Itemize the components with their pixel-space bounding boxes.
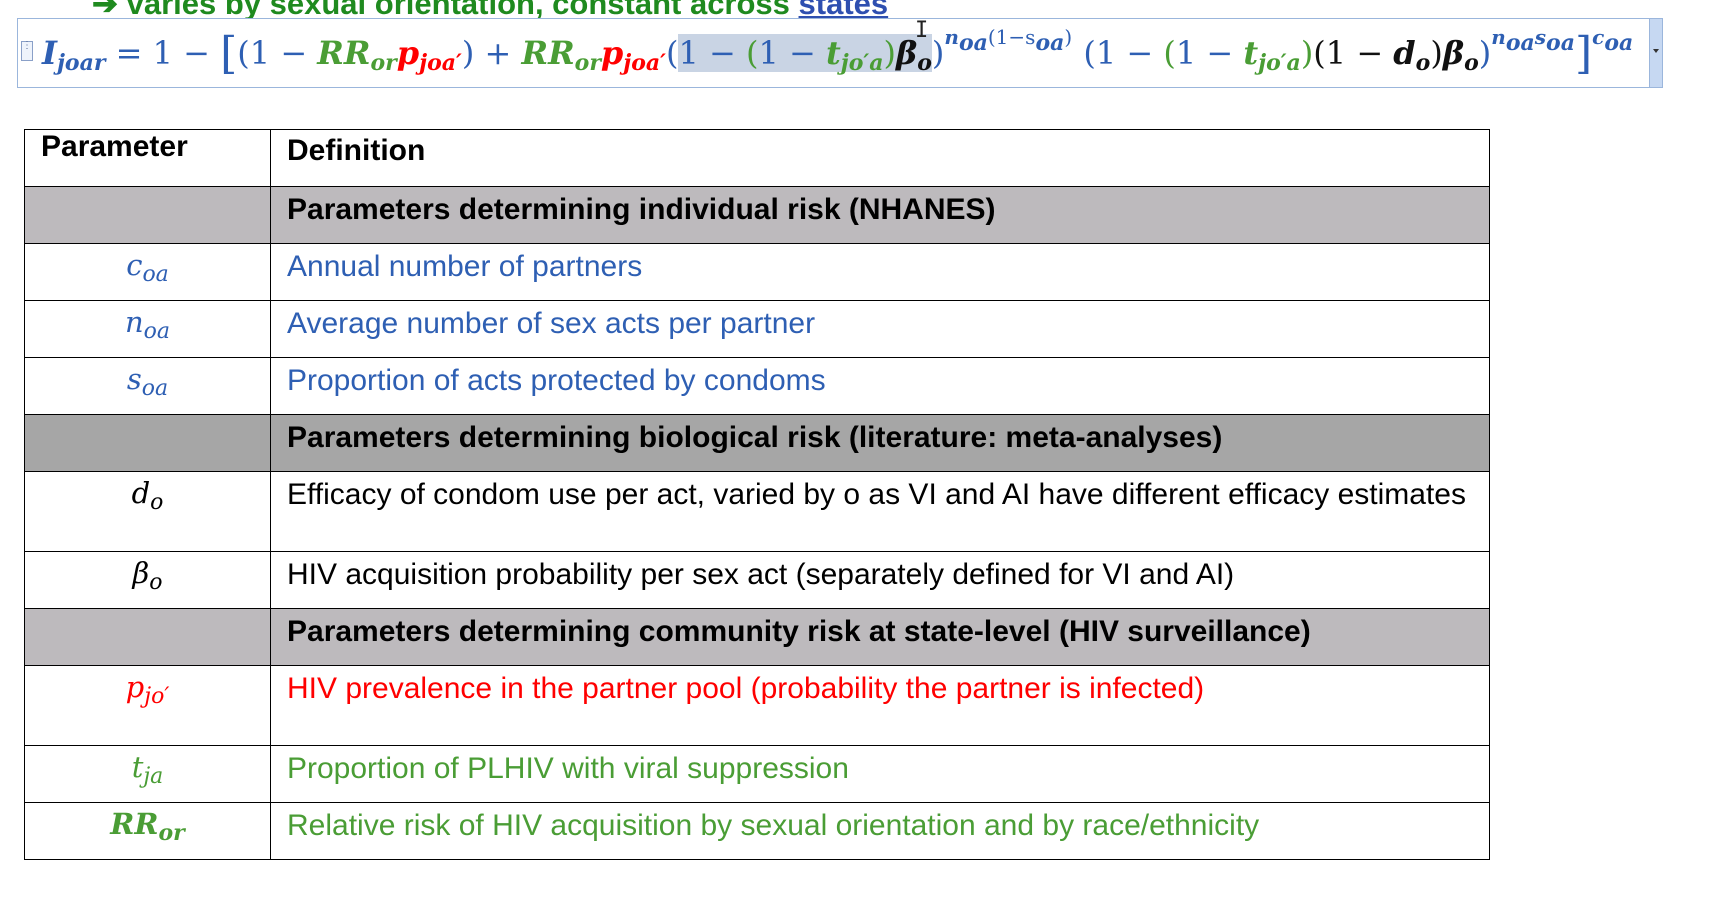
parameter-definition: Average number of sex acts per partner [270,300,1490,358]
parameter-table: Parameter Definition Parameters determin… [24,129,1490,860]
equation-editor[interactable]: ⋮ Ijoar = 1 − [(1 − RRorpjoa′) + RRorpjo… [17,18,1663,88]
table-row: pjo′ HIV prevalence in the partner pool (… [24,665,1490,746]
parameter-symbol: βo [24,551,271,609]
header-definition: Definition [270,129,1490,187]
parameter-definition: Proportion of acts protected by condoms [270,357,1490,415]
section-header-row: Parameters determining biological risk (… [24,414,1490,472]
table-row: do Efficacy of condom use per act, varied… [24,471,1490,552]
drag-handle-icon[interactable]: ⋮ [21,41,33,61]
parameter-symbol: coa [24,243,271,301]
table-row: coa Annual number of partners [24,243,1490,301]
section-parameter-cell [24,414,271,472]
parameter-symbol: noa [24,300,271,358]
section-parameter-cell [24,608,271,666]
table-row: RRor Relative risk of HIV acquisition by … [24,802,1490,860]
arrow-icon: ➔ [92,0,118,21]
parameter-definition: Annual number of partners [270,243,1490,301]
parameter-definition: HIV prevalence in the partner pool (prob… [270,665,1490,746]
parameter-symbol: RRor [24,802,271,860]
section-title: Parameters determining community risk at… [270,608,1490,666]
table-row: soa Proportion of acts protected by condo… [24,357,1490,415]
table-row: βo HIV acquisition probability per sex ac… [24,551,1490,609]
heading-underlined-word: states [798,0,889,21]
section-header-row: Parameters determining individual risk (… [24,186,1490,244]
parameter-definition: HIV acquisition probability per sex act … [270,551,1490,609]
equation[interactable]: Ijoar = 1 − [(1 − RRorpjoa′) + RRorpjoa′… [42,25,1634,79]
parameter-definition: Relative risk of HIV acquisition by sexu… [270,802,1490,860]
heading-fragment: ➔ varies by sexual orientation, constant… [92,0,888,22]
section-title: Parameters determining biological risk (… [270,414,1490,472]
table-row: tja Proportion of PLHIV with viral suppre… [24,745,1490,803]
section-header-row: Parameters determining community risk at… [24,608,1490,666]
equation-options-dropdown-icon[interactable] [1649,19,1662,87]
parameter-symbol: tja [24,745,271,803]
table-row: noa Average number of sex acts per partne… [24,300,1490,358]
parameter-symbol: soa [24,357,271,415]
text-cursor-icon: I [915,18,929,43]
table-header-row: Parameter Definition [24,129,1490,187]
parameter-symbol: do [24,471,271,552]
parameter-definition: Efficacy of condom use per act, varied b… [270,471,1490,552]
section-parameter-cell [24,186,271,244]
section-title: Parameters determining individual risk (… [270,186,1490,244]
parameter-definition: Proportion of PLHIV with viral suppressi… [270,745,1490,803]
header-parameter: Parameter [24,129,271,187]
parameter-symbol: pjo′ [24,665,271,746]
heading-text: varies by sexual orientation, constant a… [126,0,799,21]
